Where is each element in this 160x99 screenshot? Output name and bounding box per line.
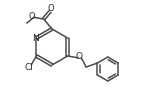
Text: O: O [29, 12, 36, 21]
Text: Cl: Cl [25, 63, 34, 72]
Text: N: N [32, 33, 39, 42]
Text: O: O [48, 4, 54, 13]
Text: O: O [76, 52, 83, 61]
